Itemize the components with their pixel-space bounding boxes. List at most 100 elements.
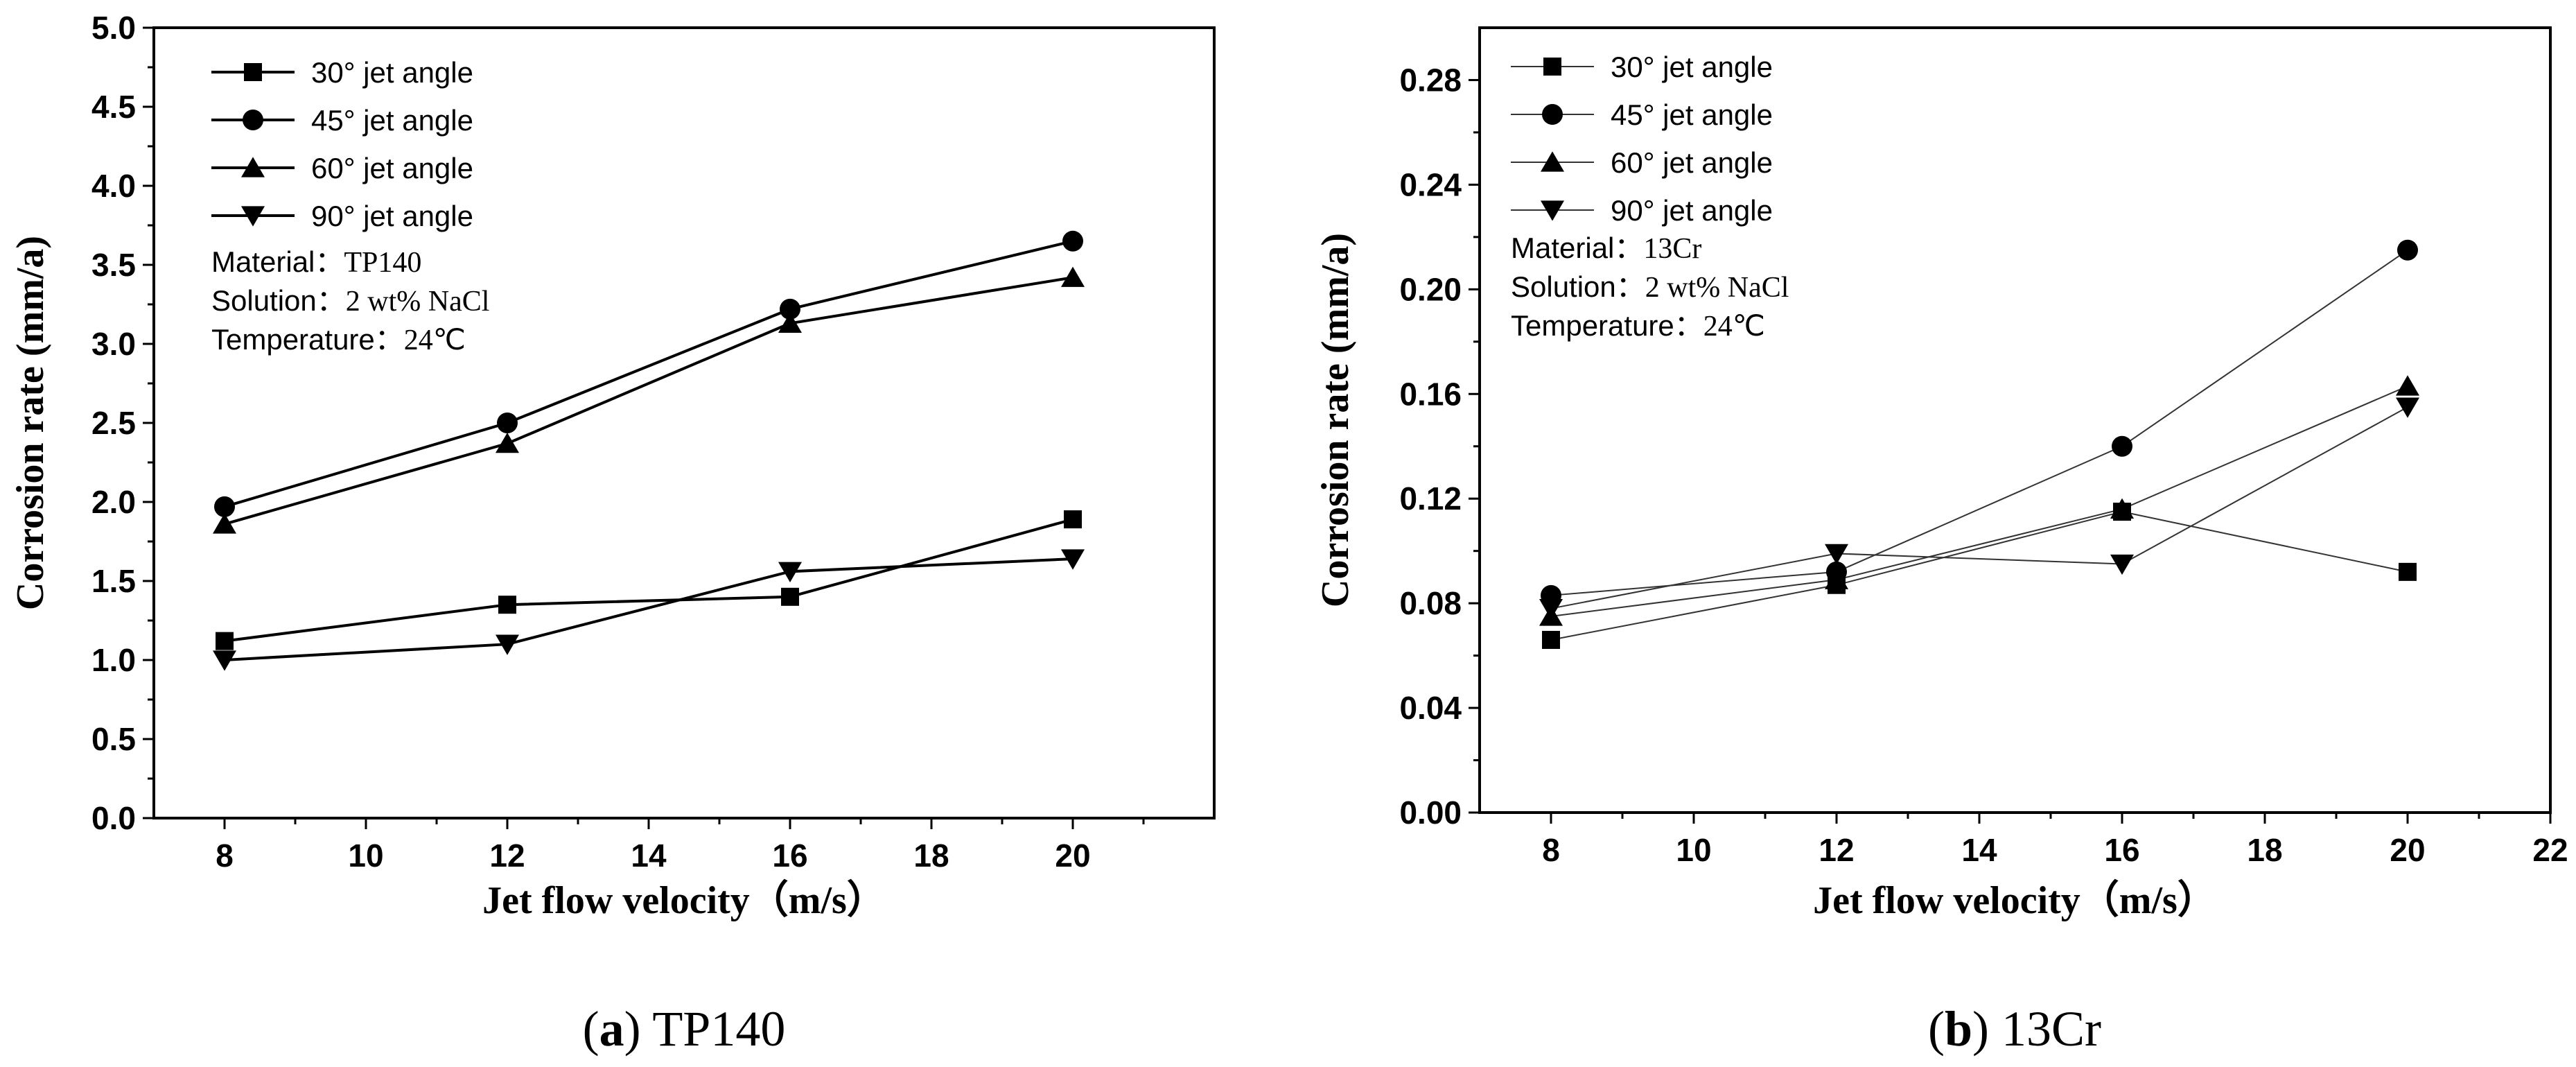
legend-marker: [244, 63, 262, 81]
x-tick-label: 22: [2532, 832, 2568, 868]
legend-marker: [1543, 58, 1561, 76]
x-tick-label: 12: [489, 838, 525, 874]
data-point: [214, 496, 235, 517]
y-tick-label: 1.0: [91, 642, 136, 678]
data-point: [498, 596, 516, 614]
y-tick-label: 1.5: [91, 563, 136, 599]
annotation-text: Temperature：24℃: [211, 323, 466, 356]
legend-marker: [241, 206, 265, 227]
data-point: [778, 312, 802, 333]
series-line: [224, 518, 1074, 643]
annotation-text: Temperature：24℃: [1511, 309, 1765, 342]
legend-label: 60° jet angle: [1611, 146, 1773, 179]
data-point: [497, 413, 518, 433]
y-tick-label: 0.24: [1399, 166, 1462, 202]
legend-marker: [241, 157, 265, 177]
legend-label: 90° jet angle: [311, 200, 473, 232]
data-point: [2397, 239, 2418, 261]
data-point: [2396, 375, 2419, 396]
series-lines-a: [213, 230, 1085, 671]
data-point: [2399, 562, 2417, 581]
series-lines-b: [1539, 239, 2419, 649]
y-tick-label: 2.0: [91, 484, 136, 520]
annotation-value: 2 wt% NaCl: [1645, 272, 1789, 304]
legend-label: 60° jet angle: [311, 152, 473, 184]
data-point: [1542, 630, 1560, 649]
annotation-text: Material：13Cr: [1511, 232, 1701, 265]
legend-a: 30° jet angle 45° jet angle 60° jet angle 9…: [211, 56, 473, 232]
x-tick-label: 16: [2104, 832, 2139, 868]
x-tick-label: 14: [631, 838, 667, 874]
data-point: [2112, 435, 2132, 457]
axis-ticks-a: 8 10 12 14 16 18 20 0.0 0.5 1.0 1.5 2.0 2.5 3.0 3.5 4.0…: [91, 10, 1145, 874]
data-point: [496, 432, 519, 453]
panel-caption-text-a: TP140: [652, 1001, 785, 1057]
panel-caption-a: (a) TP140: [583, 1001, 786, 1057]
legend-label: 45° jet angle: [311, 104, 473, 137]
data-point: [1064, 510, 1082, 529]
x-tick-label: 10: [1676, 832, 1711, 868]
annotation-text: Material：TP140: [211, 245, 421, 279]
annotation-label: Material：: [1511, 232, 1643, 264]
x-tick-label: 16: [772, 838, 807, 874]
y-tick-label: 0.20: [1399, 271, 1462, 307]
annotation-text: Solution：2 wt% NaCl: [1511, 270, 1789, 304]
annotation-value: TP140: [344, 247, 421, 279]
y-tick-label: 0.5: [91, 721, 136, 757]
data-point: [1539, 599, 1563, 620]
annotation-label: Solution：: [1511, 270, 1645, 303]
x-tick-label: 8: [1542, 832, 1560, 868]
annotation-label: Temperature：: [211, 323, 404, 356]
y-tick-label: 0.28: [1399, 62, 1462, 98]
y-axis-title-a: Corrosion rate (mm/a): [9, 236, 52, 610]
y-tick-label: 2.5: [91, 405, 136, 441]
series-line: [1550, 511, 2408, 641]
legend-marker: [243, 110, 263, 130]
y-tick-label: 4.0: [91, 168, 136, 204]
series-line: [224, 276, 1074, 526]
annotation-value: 24℃: [1703, 311, 1765, 342]
legend-marker: [1542, 104, 1563, 125]
annotations-b: Material：13Cr Solution：2 wt% NaCl Temperat…: [1511, 232, 1789, 342]
data-point: [2110, 498, 2134, 519]
annotation-text: Solution：2 wt% NaCl: [211, 284, 489, 318]
annotation-label: Material：: [211, 245, 344, 278]
panel-caption-letter-a: a: [599, 1001, 624, 1057]
annotation-value: 24℃: [404, 324, 466, 356]
data-point: [1825, 569, 1848, 589]
data-point: [1062, 230, 1083, 252]
y-tick-label: 3.0: [91, 326, 136, 362]
series-line: [224, 239, 1074, 508]
chart-panel-a: 8 10 12 14 16 18 20 0.0 0.5 1.0 1.5 2.0 2.5 3.0 3.5 4.0…: [9, 10, 1216, 1057]
y-tick-label: 0.08: [1399, 585, 1462, 621]
y-tick-label: 0.00: [1399, 795, 1462, 831]
data-point: [2396, 397, 2419, 418]
panel-caption-b: (b) 13Cr: [1928, 1001, 2101, 1057]
legend-label: 30° jet angle: [1611, 51, 1773, 83]
data-point: [496, 634, 519, 655]
annotation-label: Temperature：: [1511, 309, 1703, 342]
legend-label: 30° jet angle: [311, 56, 473, 89]
y-tick-label: 0.0: [91, 800, 136, 836]
x-tick-label: 20: [2390, 832, 2425, 868]
panel-caption-text-b: 13Cr: [2001, 1001, 2101, 1057]
chart-panel-b: 8 10 12 14 16 18 20 22 0.00 0.04 0.08 0.12 0.16 0.20 0…: [1314, 26, 2568, 1057]
legend-marker: [1541, 200, 1564, 221]
x-tick-label: 12: [1819, 832, 1854, 868]
x-tick-label: 20: [1055, 838, 1090, 874]
data-point: [778, 562, 802, 582]
data-point: [213, 650, 236, 671]
series-line: [1550, 406, 2408, 609]
plot-frame-a: [152, 26, 1216, 819]
y-tick-label: 0.16: [1399, 376, 1462, 412]
data-point: [1061, 266, 1085, 287]
y-tick-label: 5.0: [91, 10, 136, 46]
x-axis-title-a: Jet flow velocity（m/s）: [482, 878, 886, 922]
annotation-value: 13Cr: [1643, 233, 1701, 265]
y-tick-label: 0.12: [1399, 480, 1462, 517]
x-tick-label: 14: [1961, 832, 1997, 868]
series-line: [1550, 249, 2408, 596]
data-point: [213, 513, 236, 534]
series-line: [1550, 385, 2408, 617]
